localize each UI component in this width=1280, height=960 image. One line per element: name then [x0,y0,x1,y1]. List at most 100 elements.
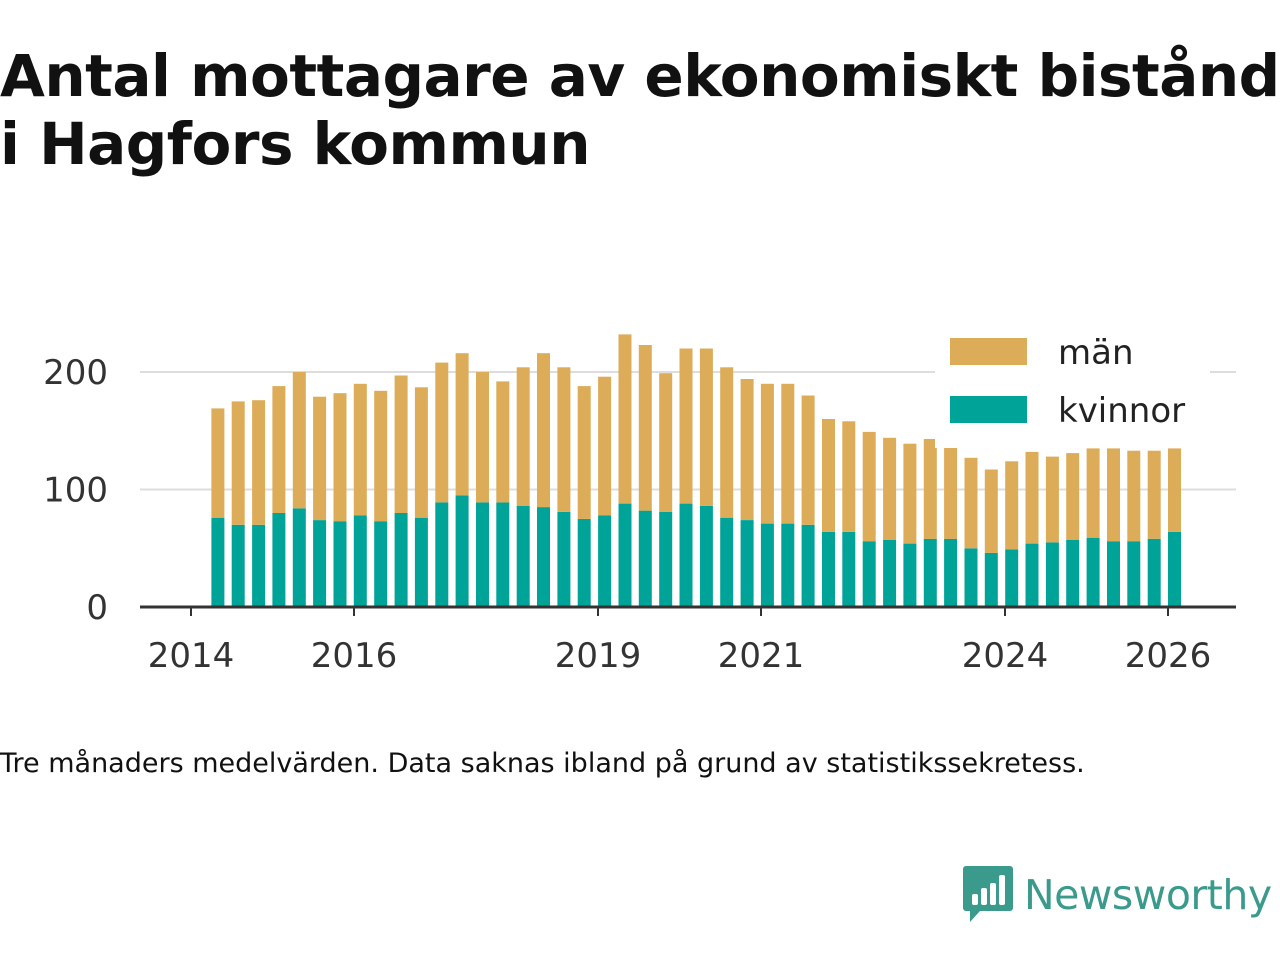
bar-kvinnor[interactable] [944,538,958,607]
bar-man[interactable] [455,353,469,496]
bar-man[interactable] [964,457,978,549]
bar-man[interactable] [435,362,449,503]
bar-man[interactable] [598,376,612,516]
bar-kvinnor[interactable] [272,513,286,607]
bar-man[interactable] [1086,448,1100,538]
bar-kvinnor[interactable] [231,524,245,608]
bar-man[interactable] [699,348,713,506]
bar-kvinnor[interactable] [577,518,591,607]
bar-kvinnor[interactable] [1005,549,1019,607]
bar-man[interactable] [903,443,917,544]
bar-kvinnor[interactable] [1147,538,1161,607]
bar-kvinnor[interactable] [292,508,306,607]
bar-man[interactable] [414,387,428,518]
bar-kvinnor[interactable] [1107,541,1120,607]
bar-man[interactable] [394,375,408,514]
bar-kvinnor[interactable] [923,538,937,607]
bar-man[interactable] [740,379,754,520]
bar-kvinnor[interactable] [435,502,449,607]
bar-kvinnor[interactable] [781,523,795,607]
bar-kvinnor[interactable] [679,503,693,607]
bar-man[interactable] [984,469,998,553]
bar-kvinnor[interactable] [598,515,612,607]
bar-man[interactable] [516,367,530,506]
bar-kvinnor[interactable] [862,541,876,607]
bar-man[interactable] [638,345,652,511]
bar-man[interactable] [313,396,327,521]
bar-man[interactable] [760,383,774,524]
bar-kvinnor[interactable] [557,511,571,607]
bar-man[interactable] [1066,453,1080,540]
bar-kvinnor[interactable] [455,495,469,607]
bar-man[interactable] [1127,450,1141,542]
bar-man[interactable] [659,373,673,512]
bar-man[interactable] [252,400,266,525]
bar-man[interactable] [557,367,571,512]
bar-kvinnor[interactable] [374,521,388,607]
bar-kvinnor[interactable] [964,548,978,608]
bar-man[interactable] [862,431,876,542]
bar-man[interactable] [333,393,347,522]
bar-kvinnor[interactable] [252,524,266,608]
bar-kvinnor[interactable] [496,502,510,607]
bar-man[interactable] [577,386,591,519]
bar-man[interactable] [476,372,489,503]
bar-kvinnor[interactable] [1066,540,1080,607]
bar-kvinnor[interactable] [740,520,754,607]
legend-swatch-kvinnor [950,396,1027,423]
bar-man[interactable] [537,353,550,508]
bar-kvinnor[interactable] [1045,542,1059,607]
bar-man[interactable] [781,383,795,524]
bar-man[interactable] [1147,450,1161,539]
bar-kvinnor[interactable] [801,524,815,608]
bar-man[interactable] [883,437,897,540]
brand-logo[interactable]: Newsworthy [962,862,1272,928]
bar-kvinnor[interactable] [353,515,367,607]
chart-title-line-1: Antal mottagare av ekonomiskt bistånd [0,42,1280,110]
bar-man[interactable] [720,367,734,518]
bar-kvinnor[interactable] [760,523,774,607]
bar-kvinnor[interactable] [699,505,713,607]
bar-man[interactable] [618,334,632,504]
bar-man[interactable] [944,447,958,539]
bar-man[interactable] [822,419,835,532]
bar-kvinnor[interactable] [333,521,347,607]
bar-man[interactable] [1107,448,1120,542]
bar-man[interactable] [1168,448,1181,532]
bar-kvinnor[interactable] [1025,543,1039,607]
bar-man[interactable] [1005,461,1019,550]
bar-kvinnor[interactable] [476,502,489,607]
bar-man[interactable] [353,383,367,516]
bar-kvinnor[interactable] [903,543,917,607]
bar-kvinnor[interactable] [537,507,550,607]
bar-kvinnor[interactable] [822,531,835,607]
bar-kvinnor[interactable] [1127,541,1141,607]
bar-kvinnor[interactable] [1168,531,1181,607]
bar-kvinnor[interactable] [414,517,428,607]
bar-man[interactable] [231,401,245,525]
bar-man[interactable] [211,408,225,518]
bar-man[interactable] [1025,451,1039,544]
bar-kvinnor[interactable] [720,517,734,607]
bar-man[interactable] [292,372,306,509]
bar-man[interactable] [801,395,815,525]
bar-kvinnor[interactable] [516,505,530,607]
bar-man[interactable] [679,348,693,504]
bar-kvinnor[interactable] [984,552,998,607]
bar-man[interactable] [923,439,937,539]
y-tick-label: 200 [43,353,108,393]
bar-kvinnor[interactable] [638,510,652,607]
bar-kvinnor[interactable] [618,503,632,607]
bar-kvinnor[interactable] [659,511,673,607]
bar-kvinnor[interactable] [211,517,225,607]
bar-man[interactable] [272,386,286,513]
bar-man[interactable] [374,390,388,522]
bar-kvinnor[interactable] [1086,537,1100,607]
bar-kvinnor[interactable] [883,540,897,607]
bar-man[interactable] [842,421,856,532]
bar-kvinnor[interactable] [394,513,408,607]
bar-kvinnor[interactable] [842,531,856,607]
bar-man[interactable] [496,381,510,503]
bar-man[interactable] [1045,456,1059,543]
bar-kvinnor[interactable] [313,520,327,607]
